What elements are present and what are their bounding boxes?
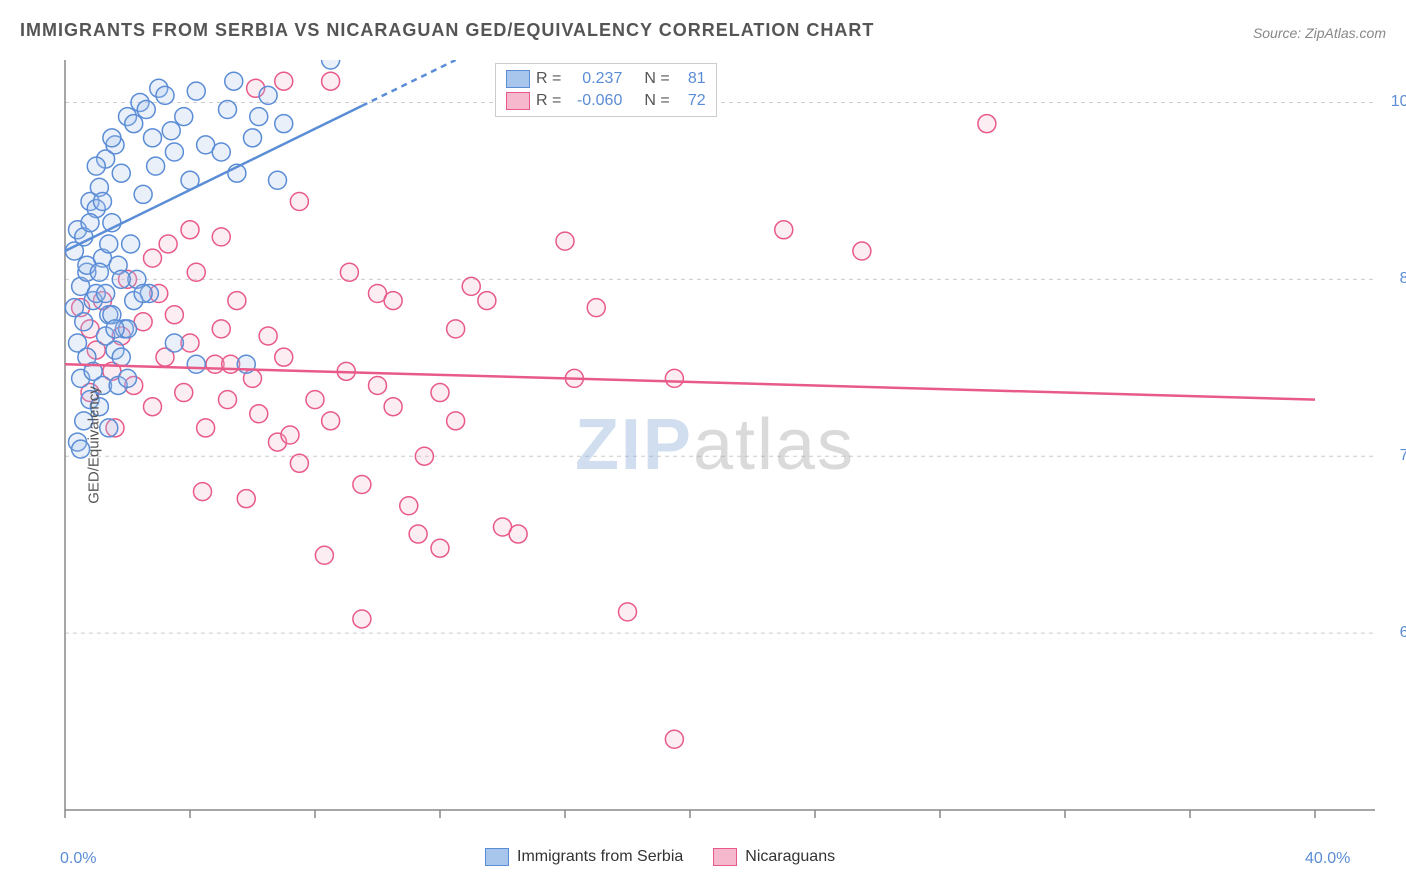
legend-item-nicaragua: Nicaraguans <box>713 848 835 866</box>
y-axis-label: GED/Equivalency <box>85 386 102 504</box>
y-tick-label: 62.5% <box>1400 624 1406 642</box>
r-value-serbia: 0.237 <box>567 70 622 88</box>
y-tick-label: 87.5% <box>1400 270 1406 288</box>
n-value-nicaragua: 72 <box>676 92 706 110</box>
chart-area: GED/Equivalency ZIPatlas R = 0.237 N = 8… <box>45 60 1385 830</box>
legend-item-serbia: Immigrants from Serbia <box>485 848 683 866</box>
legend-row-serbia: R = 0.237 N = 81 <box>506 68 706 90</box>
correlation-legend: R = 0.237 N = 81 R = -0.060 N = 72 <box>495 63 717 117</box>
n-value-serbia: 81 <box>676 70 706 88</box>
source-attribution: Source: ZipAtlas.com <box>1253 25 1386 41</box>
r-label: R = <box>536 92 561 110</box>
n-label: N = <box>644 92 669 110</box>
r-value-nicaragua: -0.060 <box>567 92 622 110</box>
swatch-serbia-bottom <box>485 848 509 866</box>
r-label: R = <box>536 70 561 88</box>
n-label: N = <box>644 70 669 88</box>
legend-row-nicaragua: R = -0.060 N = 72 <box>506 90 706 112</box>
scatter-plot <box>45 60 1385 830</box>
series-legend: Immigrants from Serbia Nicaraguans <box>485 848 835 866</box>
y-tick-label: 75.0% <box>1400 447 1406 465</box>
x-tick-label: 0.0% <box>60 850 96 868</box>
legend-label-serbia: Immigrants from Serbia <box>517 848 683 866</box>
swatch-serbia <box>506 70 530 88</box>
x-tick-label: 40.0% <box>1305 850 1350 868</box>
swatch-nicaragua <box>506 92 530 110</box>
chart-title: IMMIGRANTS FROM SERBIA VS NICARAGUAN GED… <box>20 20 874 41</box>
swatch-nicaragua-bottom <box>713 848 737 866</box>
legend-label-nicaragua: Nicaraguans <box>745 848 835 866</box>
y-tick-label: 100.0% <box>1391 93 1406 111</box>
